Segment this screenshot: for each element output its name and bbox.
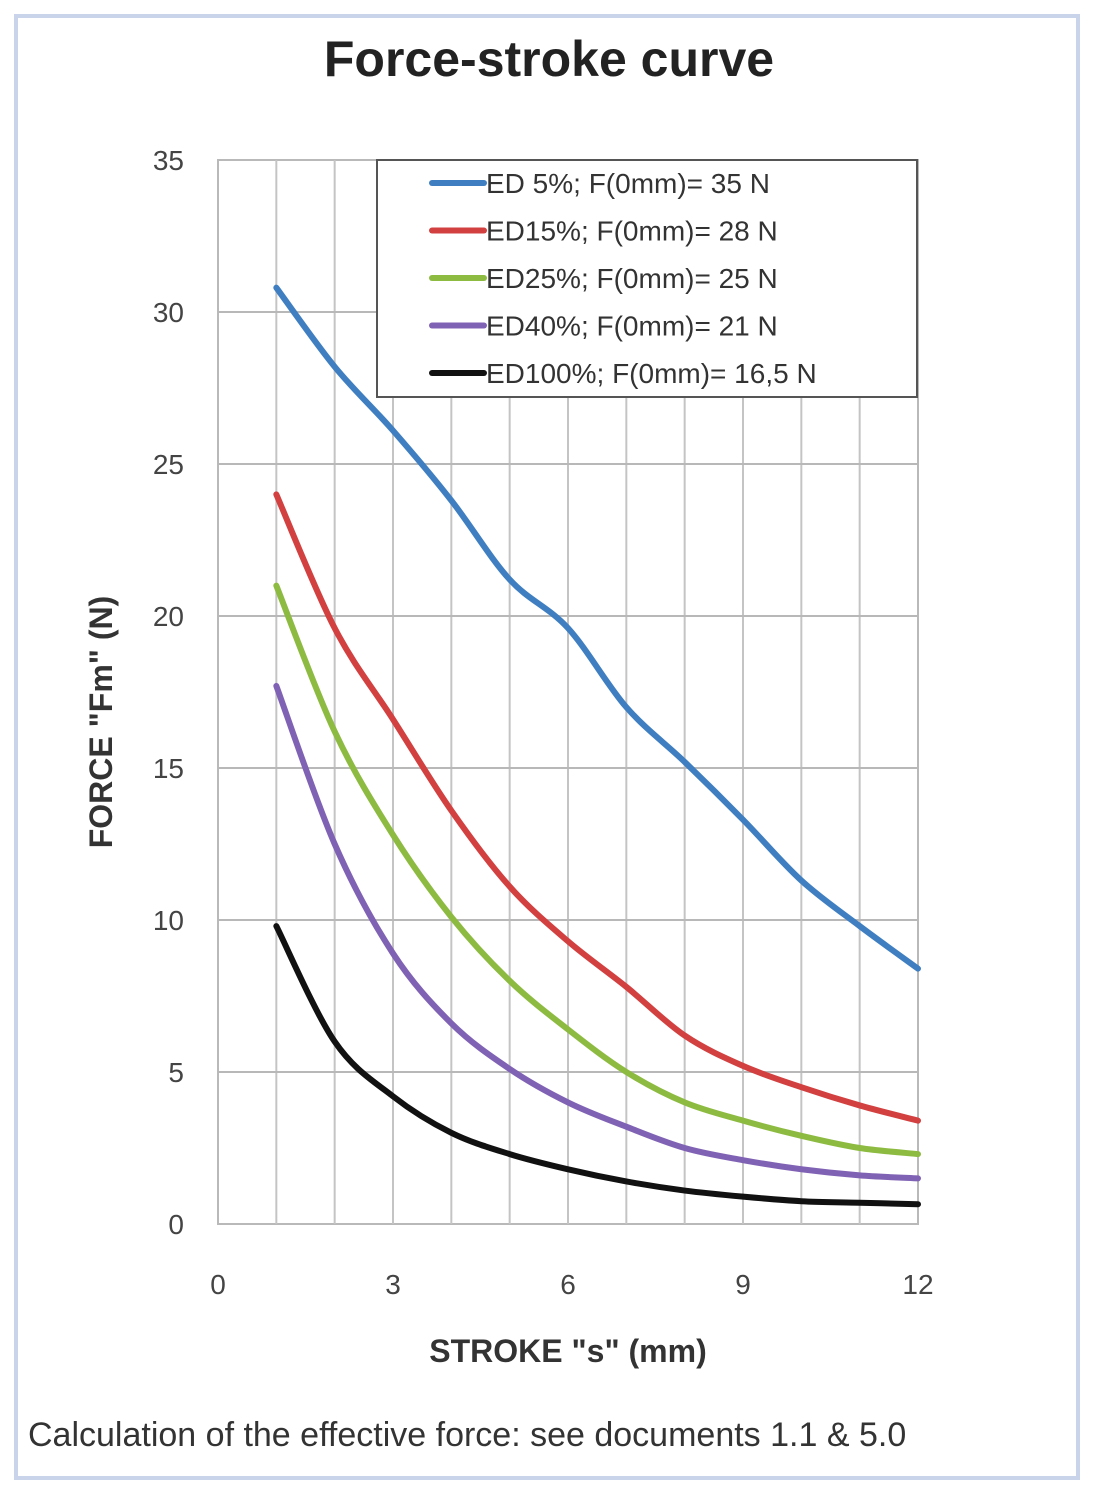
- series-line-3: [273, 582, 921, 1158]
- x-tick-label: 0: [210, 1269, 226, 1300]
- x-axis-label: STROKE "s" (mm): [429, 1333, 706, 1369]
- y-tick-label: 0: [168, 1209, 184, 1240]
- legend-box: [376, 159, 918, 398]
- series-line-1: [273, 284, 921, 972]
- y-tick-label: 10: [153, 905, 184, 936]
- legend-label-1: ED 5%; F(0mm)= 35 N: [486, 168, 770, 199]
- legend-label-2: ED15%; F(0mm)= 28 N: [486, 216, 778, 247]
- footer-note: Calculation of the effective force: see …: [28, 1416, 907, 1454]
- y-axis-label: FORCE "Fm" (N): [83, 596, 119, 849]
- series-line-2: [273, 491, 921, 1124]
- chart-title: Force-stroke curve: [323, 31, 775, 87]
- series-line-5: [273, 923, 921, 1208]
- y-tick-label: 30: [153, 297, 184, 328]
- y-tick-label: 20: [153, 601, 184, 632]
- y-tick-label: 35: [153, 145, 184, 176]
- y-tick-label: 25: [153, 449, 184, 480]
- x-tick-label: 6: [560, 1269, 576, 1300]
- y-tick-label: 15: [153, 753, 184, 784]
- legend-label-5: ED100%; F(0mm)= 16,5 N: [486, 358, 817, 389]
- y-tick-label: 5: [168, 1057, 184, 1088]
- x-tick-label: 3: [385, 1269, 401, 1300]
- x-tick-label: 9: [735, 1269, 751, 1300]
- legend-label-3: ED25%; F(0mm)= 25 N: [486, 263, 778, 294]
- legend-label-4: ED40%; F(0mm)= 21 N: [486, 311, 778, 342]
- series-line-4: [273, 682, 921, 1182]
- x-tick-label: 12: [902, 1269, 933, 1300]
